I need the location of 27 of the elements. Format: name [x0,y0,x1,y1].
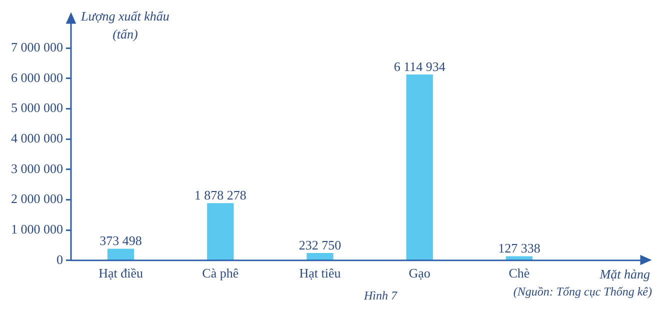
data-label: 373 498 [100,232,142,248]
bar [406,74,433,260]
text: Hình 7 [363,288,398,303]
y-tick-label: 3 000 000 [11,160,63,176]
data-label: 127 338 [498,240,540,256]
x-tick-label: Hạt tiêu [299,266,342,281]
text: (Nguồn: Tổng cục Thống kê) [513,284,652,299]
y-tick-label: 0 [56,252,63,267]
x-tick-label: Chè [508,266,530,281]
x-tick-label: Cà phê [202,266,239,281]
data-label: 1 878 278 [194,187,246,202]
y-axis-title: Lượng xuất khẩu (tấn) [80,8,170,42]
data-label: 6 114 934 [394,58,446,74]
data-label: 232 750 [298,237,342,252]
x-tick-label: Hạt điều [98,266,144,281]
bar [207,203,234,260]
x-tick-label: Gạo [408,266,430,281]
y-tick-label: 7 000 000 [11,39,63,54]
y-tick-label: 4 000 000 [11,130,63,146]
y-tick-label: 6 000 000 [11,70,63,85]
y-tick-label: 2 000 000 [11,191,63,206]
bar [506,256,533,260]
y-tick-label: 1 000 000 [11,221,63,236]
bar [107,248,134,260]
x-axis-title: Mặt hàng [598,266,650,282]
y-tick-label: 5 000 000 [11,100,63,116]
bar [306,253,334,260]
